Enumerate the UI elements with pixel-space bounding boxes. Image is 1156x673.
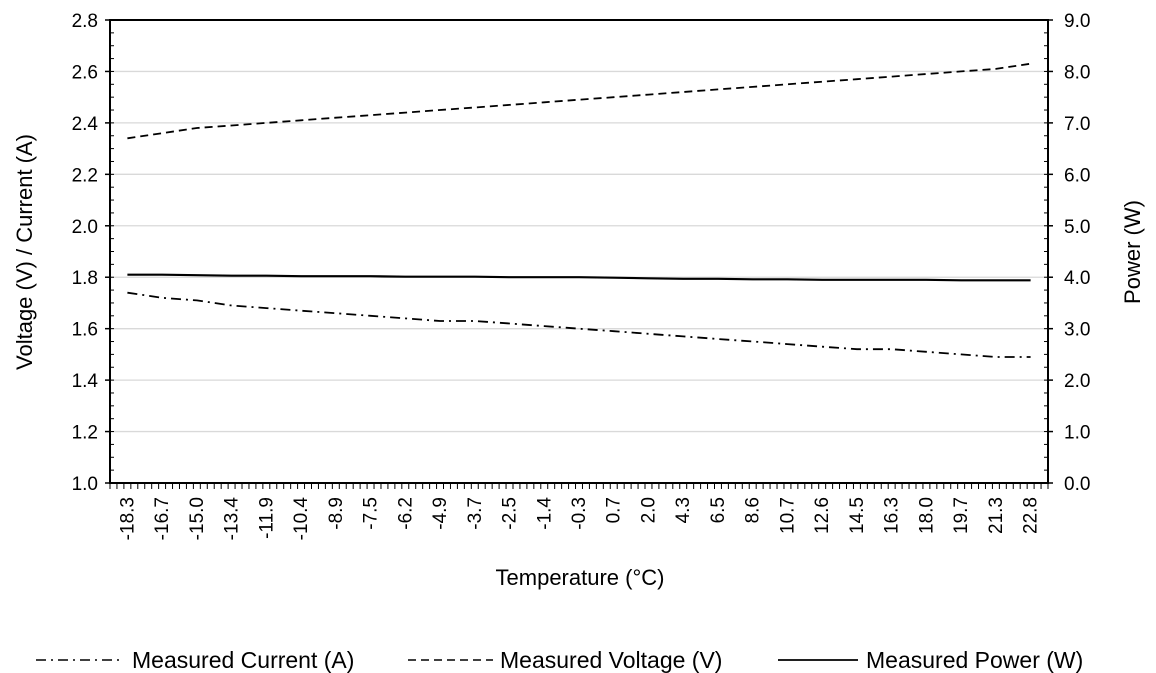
x-tick-label: 0.7 xyxy=(604,497,625,523)
series-line-2 xyxy=(127,273,1031,282)
x-tick-label: -1.4 xyxy=(534,497,555,530)
x-axis: -18.3 -16.7 -15.0 -13.4 -11.9 -10.4 -8.9 -7.5 -6… xyxy=(117,497,1041,541)
x-tick-label: 12.6 xyxy=(812,497,833,534)
legend-label-current: Measured Current (A) xyxy=(132,647,354,673)
y2-tick-label: 1.0 xyxy=(1064,423,1090,444)
y2-tick-label: 9.0 xyxy=(1064,11,1090,32)
x-tick-label: -13.4 xyxy=(222,497,243,541)
x-tick-label: 18.0 xyxy=(916,497,937,534)
plot-border xyxy=(109,19,1049,484)
x-tick-label: 21.3 xyxy=(986,497,1007,534)
y2-tick-label: 7.0 xyxy=(1064,114,1090,135)
x-tick-label: -6.2 xyxy=(395,497,416,530)
x-tick-label: -15.0 xyxy=(187,497,208,540)
y2-tick-label: 4.0 xyxy=(1064,268,1090,289)
y-tick-label: 2.0 xyxy=(72,217,98,238)
gridlines xyxy=(110,70,1048,433)
plot-frame xyxy=(105,19,1053,489)
x-tick-label: -2.5 xyxy=(500,497,521,530)
series-lines xyxy=(127,62,1031,358)
y-tick-label: 1.8 xyxy=(72,268,98,289)
y2-tick-label: 5.0 xyxy=(1064,217,1090,238)
x-tick-label: -3.7 xyxy=(465,497,486,530)
x-tick-label: -4.9 xyxy=(430,497,451,530)
x-tick-label: 16.3 xyxy=(882,497,903,534)
y2-axis-title: Power (W) xyxy=(1120,200,1145,304)
y-axis-right: 0.0 1.0 2.0 3.0 4.0 5.0 6.0 7.0 8.0 9.0 xyxy=(1064,11,1090,495)
legend-label-voltage: Measured Voltage (V) xyxy=(500,647,722,673)
series-line-1 xyxy=(127,62,1031,140)
x-tick-label: 6.5 xyxy=(708,497,729,523)
x-tick-label: -16.7 xyxy=(152,497,173,540)
x-tick-label: 10.7 xyxy=(777,497,798,534)
x-tick-label: -0.3 xyxy=(569,497,590,530)
x-tick-label: -8.9 xyxy=(326,497,347,530)
x-tick-label: 14.5 xyxy=(847,497,868,534)
y-axis-left: 1.0 1.2 1.4 1.6 1.8 2.0 2.2 2.4 2.6 2.8 xyxy=(72,11,99,495)
y2-tick-label: 6.0 xyxy=(1064,165,1090,186)
y2-tick-label: 0.0 xyxy=(1064,474,1090,495)
x-tick-label: 22.8 xyxy=(1021,497,1042,534)
x-tick-label: 19.7 xyxy=(951,497,972,534)
y2-tick-label: 8.0 xyxy=(1064,62,1090,83)
x-axis-title: Temperature (°C) xyxy=(496,565,665,590)
x-tick-label: 8.6 xyxy=(743,497,764,523)
legend-label-power: Measured Power (W) xyxy=(866,647,1083,673)
y-tick-label: 1.0 xyxy=(72,474,98,495)
series-line-0 xyxy=(127,291,1031,358)
x-tick-label: 4.3 xyxy=(673,497,694,523)
y-tick-label: 2.2 xyxy=(72,165,98,186)
y-tick-label: 1.6 xyxy=(72,320,98,341)
y-tick-label: 2.6 xyxy=(72,62,98,83)
x-tick-label: -18.3 xyxy=(117,497,138,540)
legend: Measured Current (A) Measured Voltage (V… xyxy=(36,647,1083,673)
x-tick-label: -7.5 xyxy=(361,497,382,530)
y2-tick-label: 2.0 xyxy=(1064,371,1090,392)
y-tick-label: 2.4 xyxy=(72,114,99,135)
y2-tick-label: 3.0 xyxy=(1064,320,1090,341)
x-tick-label: -10.4 xyxy=(291,497,312,541)
y-axis-title: Voltage (V) / Current (A) xyxy=(12,134,37,370)
x-tick-label: 2.0 xyxy=(638,497,659,523)
y-tick-label: 1.4 xyxy=(72,371,99,392)
y-tick-label: 2.8 xyxy=(72,11,98,32)
y-tick-label: 1.2 xyxy=(72,423,98,444)
x-tick-label: -11.9 xyxy=(256,497,277,539)
